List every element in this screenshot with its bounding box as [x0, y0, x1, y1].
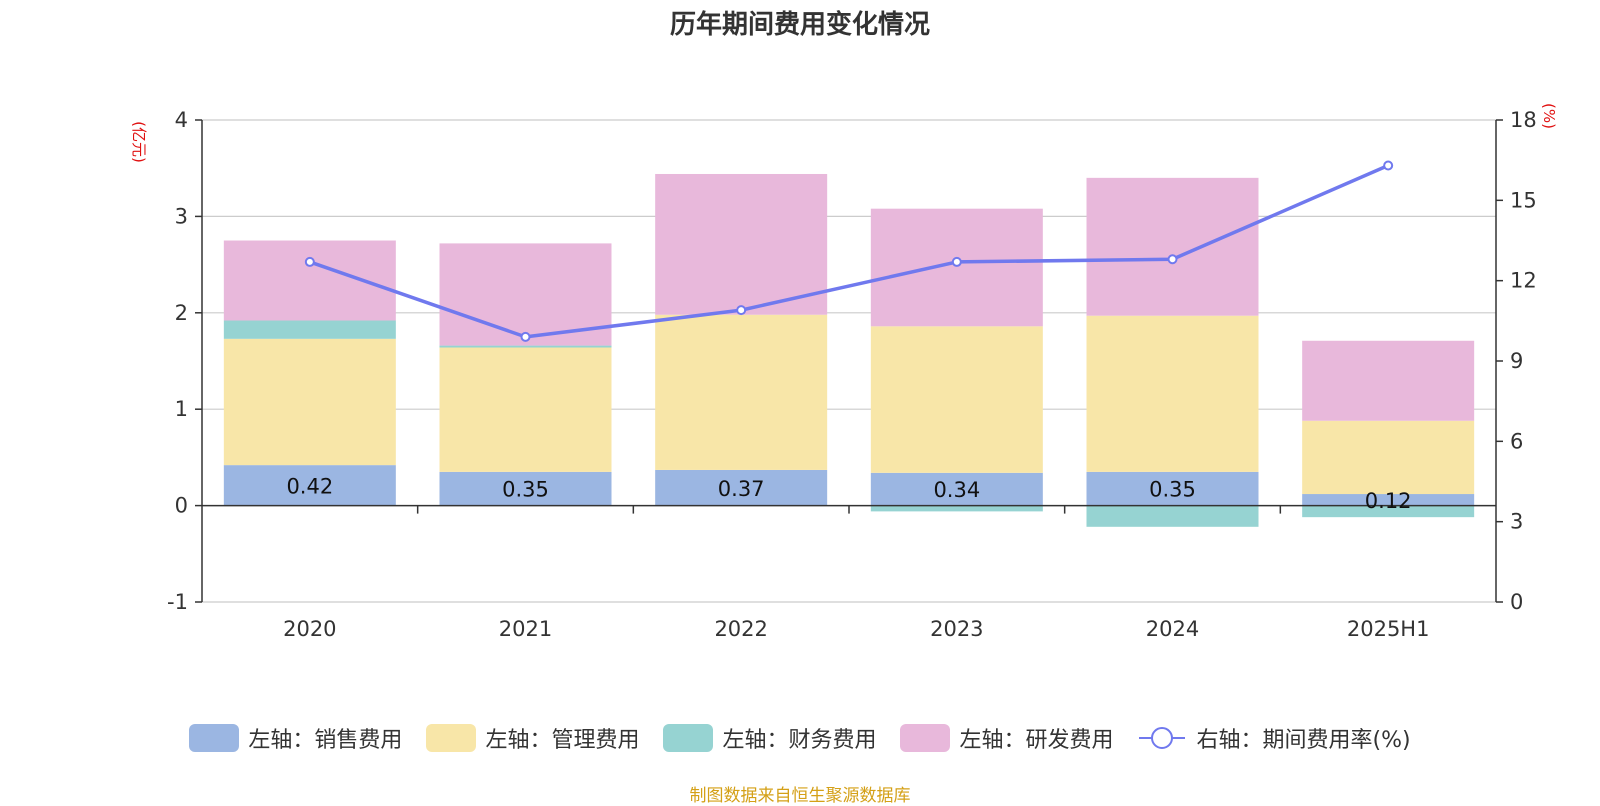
- legend-label: 左轴：研发费用: [959, 728, 1114, 753]
- chart-title: 历年期间费用变化情况: [669, 10, 930, 40]
- bar-segment: [1302, 494, 1475, 506]
- legend-item[interactable]: 左轴：销售费用: [189, 722, 402, 754]
- x-axis-tick-label: 2023: [930, 617, 983, 641]
- bar-segment: [223, 240, 396, 321]
- left-axis-tick-label: 3: [175, 204, 188, 228]
- bar-segment: [655, 173, 828, 315]
- right-axis-tick-label: 15: [1510, 188, 1537, 212]
- left-axis-tick-label: 1: [175, 397, 188, 421]
- bar-segment: [1302, 340, 1475, 421]
- x-axis-tick-label: 2025H1: [1347, 617, 1430, 641]
- bar-segment: [1302, 505, 1475, 518]
- source-note: 制图数据来自恒生聚源数据库: [689, 786, 911, 806]
- left-axis-unit: (亿元): [130, 121, 148, 163]
- bar-segment: [1086, 505, 1259, 527]
- bar-segment: [439, 345, 612, 348]
- legend-item[interactable]: 左轴：财务费用: [663, 722, 876, 754]
- x-axis-tick-label: 2024: [1146, 617, 1199, 641]
- x-axis-tick-label: 2020: [283, 617, 336, 641]
- x-axis-tick-label: 2021: [499, 617, 552, 641]
- legend-swatch: [663, 724, 714, 752]
- bar-data-label: 0.12: [1365, 489, 1412, 513]
- legend-swatch: [900, 724, 951, 752]
- bar-segment: [870, 505, 1043, 512]
- bar-segment: [1086, 177, 1259, 316]
- right-axis-tick-label: 6: [1510, 429, 1523, 453]
- bar-data-label: 0.42: [286, 474, 333, 498]
- right-axis-tick-label: 9: [1510, 349, 1523, 373]
- right-axis-tick-label: 18: [1510, 108, 1537, 132]
- left-axis-tick-label: 4: [175, 108, 188, 132]
- legend-label: 右轴：期间费用率(%): [1196, 728, 1411, 753]
- legend-swatch: [189, 724, 240, 752]
- rate-line-series: [304, 160, 1394, 342]
- bar-segment: [870, 208, 1043, 327]
- legend-swatch: [426, 724, 477, 752]
- bar-segment: [439, 347, 612, 472]
- bar-segment: [655, 314, 828, 470]
- right-axis-unit: (%): [1540, 103, 1558, 129]
- legend-item[interactable]: 右轴：期间费用率(%): [1137, 722, 1411, 754]
- bar-data-label: 0.34: [933, 478, 980, 502]
- rate-point: [1167, 254, 1178, 265]
- rate-point: [520, 331, 531, 342]
- bar-data-label: 0.35: [1149, 478, 1196, 502]
- legend: 左轴：销售费用 左轴：管理费用 左轴：财务费用 左轴：研发费用 右轴：期间费用率(%): [0, 722, 1600, 754]
- legend-label: 左轴：管理费用: [485, 728, 640, 753]
- bar-segment: [1302, 420, 1475, 495]
- right-axis-tick-label: 12: [1510, 269, 1537, 293]
- right-axis-tick-label: 3: [1510, 510, 1523, 534]
- rate-point: [1383, 160, 1394, 171]
- legend-item[interactable]: 左轴：研发费用: [900, 722, 1113, 754]
- left-axis-tick-label: -1: [167, 590, 188, 614]
- x-axis-tick-label: 2022: [714, 617, 767, 641]
- rate-point: [951, 256, 962, 267]
- left-axis-tick-label: 2: [175, 301, 188, 325]
- legend-line-marker: [1137, 724, 1187, 752]
- legend-label: 左轴：销售费用: [248, 728, 403, 753]
- right-axis-tick-label: 0: [1510, 590, 1523, 614]
- bar-segment: [439, 471, 612, 506]
- grid-lines: [202, 119, 1496, 603]
- left-axis-tick-label: 0: [175, 494, 188, 518]
- bar-segment: [1086, 471, 1259, 506]
- bar-series: [223, 173, 1475, 527]
- data-labels: 0.42 0.35 0.37 0.34 0.35 0.12: [286, 474, 1411, 512]
- bar-data-label: 0.37: [718, 477, 765, 501]
- bar-segment: [223, 465, 396, 506]
- legend-item[interactable]: 左轴：管理费用: [426, 722, 639, 754]
- rate-line: [309, 163, 1389, 339]
- bar-segment: [223, 320, 396, 339]
- bar-segment: [655, 469, 828, 506]
- bar-segment: [870, 326, 1043, 473]
- rate-point: [304, 256, 315, 267]
- bar-data-label: 0.35: [502, 478, 549, 502]
- bar-segment: [870, 472, 1043, 506]
- legend-label: 左轴：财务费用: [722, 728, 877, 753]
- bar-segment: [223, 338, 396, 466]
- bar-segment: [1086, 315, 1259, 472]
- rate-point: [736, 305, 747, 316]
